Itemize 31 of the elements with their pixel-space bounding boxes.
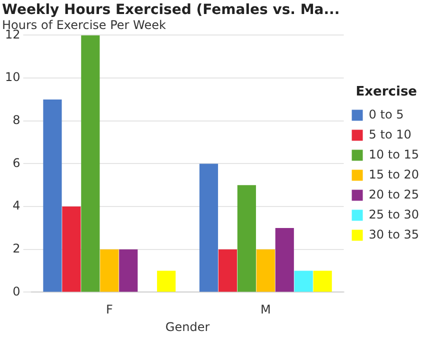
y-tick-label: 2: [12, 241, 20, 256]
y-tick-label: 8: [12, 112, 20, 127]
bar: [81, 35, 100, 292]
bar: [237, 185, 256, 292]
y-tick-label: 6: [12, 156, 20, 170]
legend-label: 30 to 35: [368, 227, 420, 242]
chart-title: Weekly Hours Exercised (Females vs. Ma...: [2, 2, 340, 18]
bar: [256, 249, 275, 292]
legend-label: 20 to 25: [368, 187, 420, 202]
x-tick-label: F: [106, 302, 113, 317]
bar: [157, 270, 176, 292]
bar: [100, 249, 119, 292]
y-tick-label: 10: [4, 70, 20, 84]
bar: [275, 228, 294, 292]
bar: [294, 270, 313, 292]
bar: [199, 164, 218, 292]
legend-label: 0 to 5: [368, 107, 404, 122]
x-tick-label: M: [260, 302, 271, 317]
legend-label: 25 to 30: [368, 207, 420, 222]
legend-label: 5 to 10: [368, 127, 412, 142]
bar: [62, 206, 81, 292]
legend-label: 10 to 15: [368, 147, 420, 162]
bar: [218, 249, 238, 292]
bar: [313, 270, 332, 292]
bar: [43, 99, 62, 292]
legend-label: 15 to 20: [368, 167, 420, 182]
bar: [119, 249, 138, 292]
y-tick-label: 0: [12, 284, 20, 298]
x-axis-title: Gender: [165, 320, 210, 334]
legend-title: Exercise: [356, 84, 418, 100]
y-tick-label: 4: [12, 198, 20, 213]
